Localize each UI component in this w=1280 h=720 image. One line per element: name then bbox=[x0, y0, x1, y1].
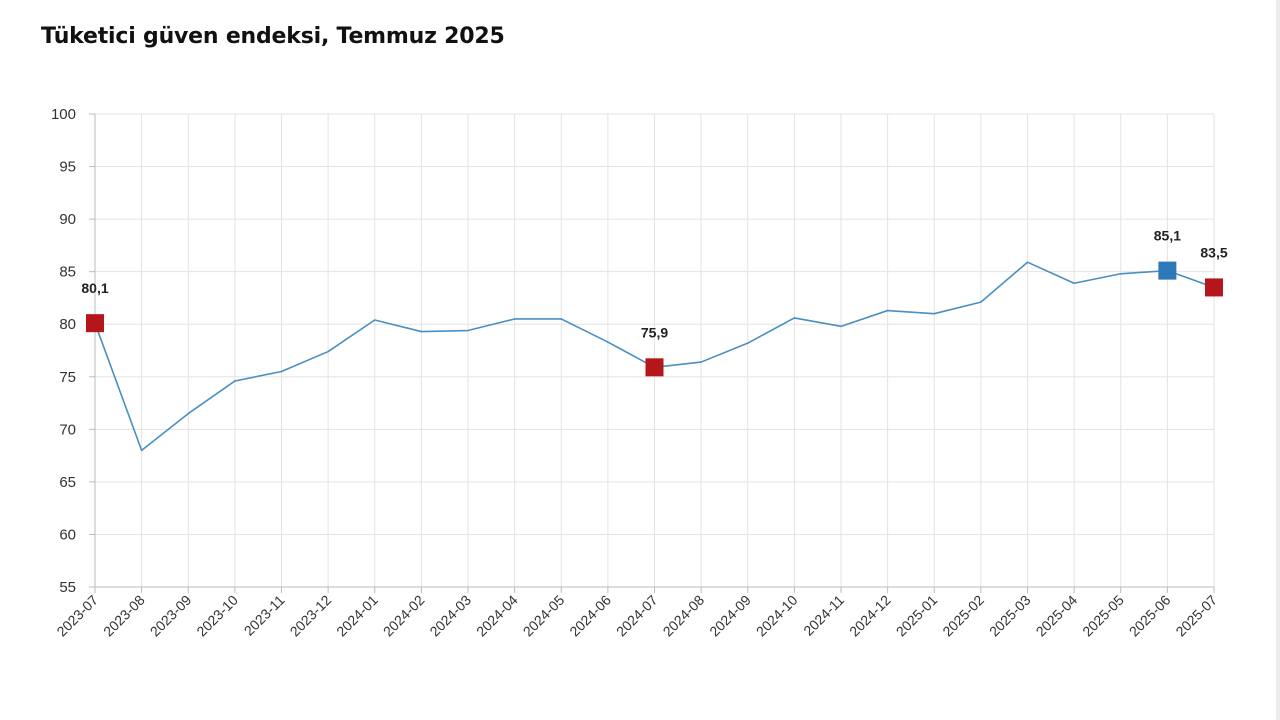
x-tick-label: 2024-03 bbox=[426, 592, 474, 640]
data-point bbox=[560, 318, 563, 320]
data-point bbox=[980, 301, 982, 303]
y-tick-label: 85 bbox=[59, 264, 76, 281]
y-tick-label: 60 bbox=[59, 526, 76, 543]
x-tick-label: 2023-10 bbox=[193, 592, 241, 640]
x-tick-label: 2025-07 bbox=[1172, 592, 1220, 640]
data-point bbox=[746, 342, 749, 344]
data-point bbox=[513, 318, 516, 320]
x-tick-label: 2023-11 bbox=[241, 592, 288, 639]
x-tick-label: 2024-06 bbox=[566, 592, 614, 640]
x-tick-label: 2024-01 bbox=[333, 592, 381, 640]
x-tick-label: 2025-06 bbox=[1126, 592, 1174, 640]
x-tick-label: 2025-05 bbox=[1079, 592, 1127, 640]
data-point bbox=[373, 319, 376, 321]
highlight-marker bbox=[86, 314, 104, 333]
data-label: 83,5 bbox=[1200, 244, 1227, 260]
x-tick-label: 2025-03 bbox=[986, 592, 1034, 640]
x-tick-label: 2025-02 bbox=[939, 592, 987, 640]
x-tick-label: 2024-09 bbox=[706, 592, 754, 640]
data-point bbox=[793, 317, 796, 319]
data-point bbox=[1073, 282, 1075, 285]
data-point bbox=[140, 449, 143, 452]
x-tick-label: 2023-12 bbox=[287, 592, 335, 640]
highlight-marker bbox=[1205, 278, 1223, 297]
x-tick-label: 2025-01 bbox=[893, 592, 941, 640]
data-label: 75,9 bbox=[641, 324, 668, 340]
x-tick-label: 2024-05 bbox=[520, 592, 568, 640]
highlight-marker bbox=[1158, 261, 1177, 280]
data-point bbox=[420, 330, 423, 333]
x-tick-label: 2024-08 bbox=[660, 592, 708, 640]
x-tick-label: 2024-10 bbox=[753, 592, 801, 640]
x-tick-label: 2023-08 bbox=[100, 592, 148, 640]
x-tick-label: 2024-11 bbox=[800, 592, 847, 639]
x-tick-label: 2023-09 bbox=[147, 592, 195, 640]
y-tick-label: 100 bbox=[51, 106, 76, 123]
y-tick-label: 80 bbox=[59, 316, 76, 333]
page-edge-divider bbox=[1276, 0, 1280, 720]
data-point bbox=[1026, 261, 1029, 264]
data-label: 80,1 bbox=[81, 280, 108, 296]
y-tick-label: 95 bbox=[59, 159, 76, 176]
x-tick-label: 2023-07 bbox=[53, 592, 101, 640]
highlight-marker bbox=[645, 358, 664, 377]
data-point bbox=[700, 361, 702, 363]
data-point bbox=[1119, 272, 1122, 275]
data-point bbox=[234, 380, 236, 382]
x-tick-label: 2024-12 bbox=[846, 592, 894, 640]
x-tick-label: 2024-02 bbox=[380, 592, 428, 640]
data-point bbox=[187, 412, 190, 415]
data-point bbox=[280, 370, 283, 373]
data-label: 85,1 bbox=[1154, 228, 1181, 244]
x-tick-label: 2024-07 bbox=[613, 592, 661, 640]
y-tick-label: 65 bbox=[59, 474, 76, 491]
data-point bbox=[933, 312, 936, 315]
data-point bbox=[840, 325, 842, 328]
x-tick-label: 2024-04 bbox=[473, 592, 521, 640]
x-tick-label: 2025-04 bbox=[1033, 592, 1081, 640]
data-point bbox=[327, 350, 329, 353]
y-tick-label: 70 bbox=[59, 421, 76, 438]
data-point bbox=[467, 329, 469, 332]
y-tick-label: 75 bbox=[59, 369, 76, 386]
y-tick-label: 90 bbox=[59, 211, 76, 228]
y-tick-label: 55 bbox=[59, 579, 76, 596]
data-point bbox=[607, 341, 609, 343]
data-point bbox=[886, 309, 889, 312]
chart-title: Tüketici güven endeksi, Temmuz 2025 bbox=[41, 24, 505, 49]
